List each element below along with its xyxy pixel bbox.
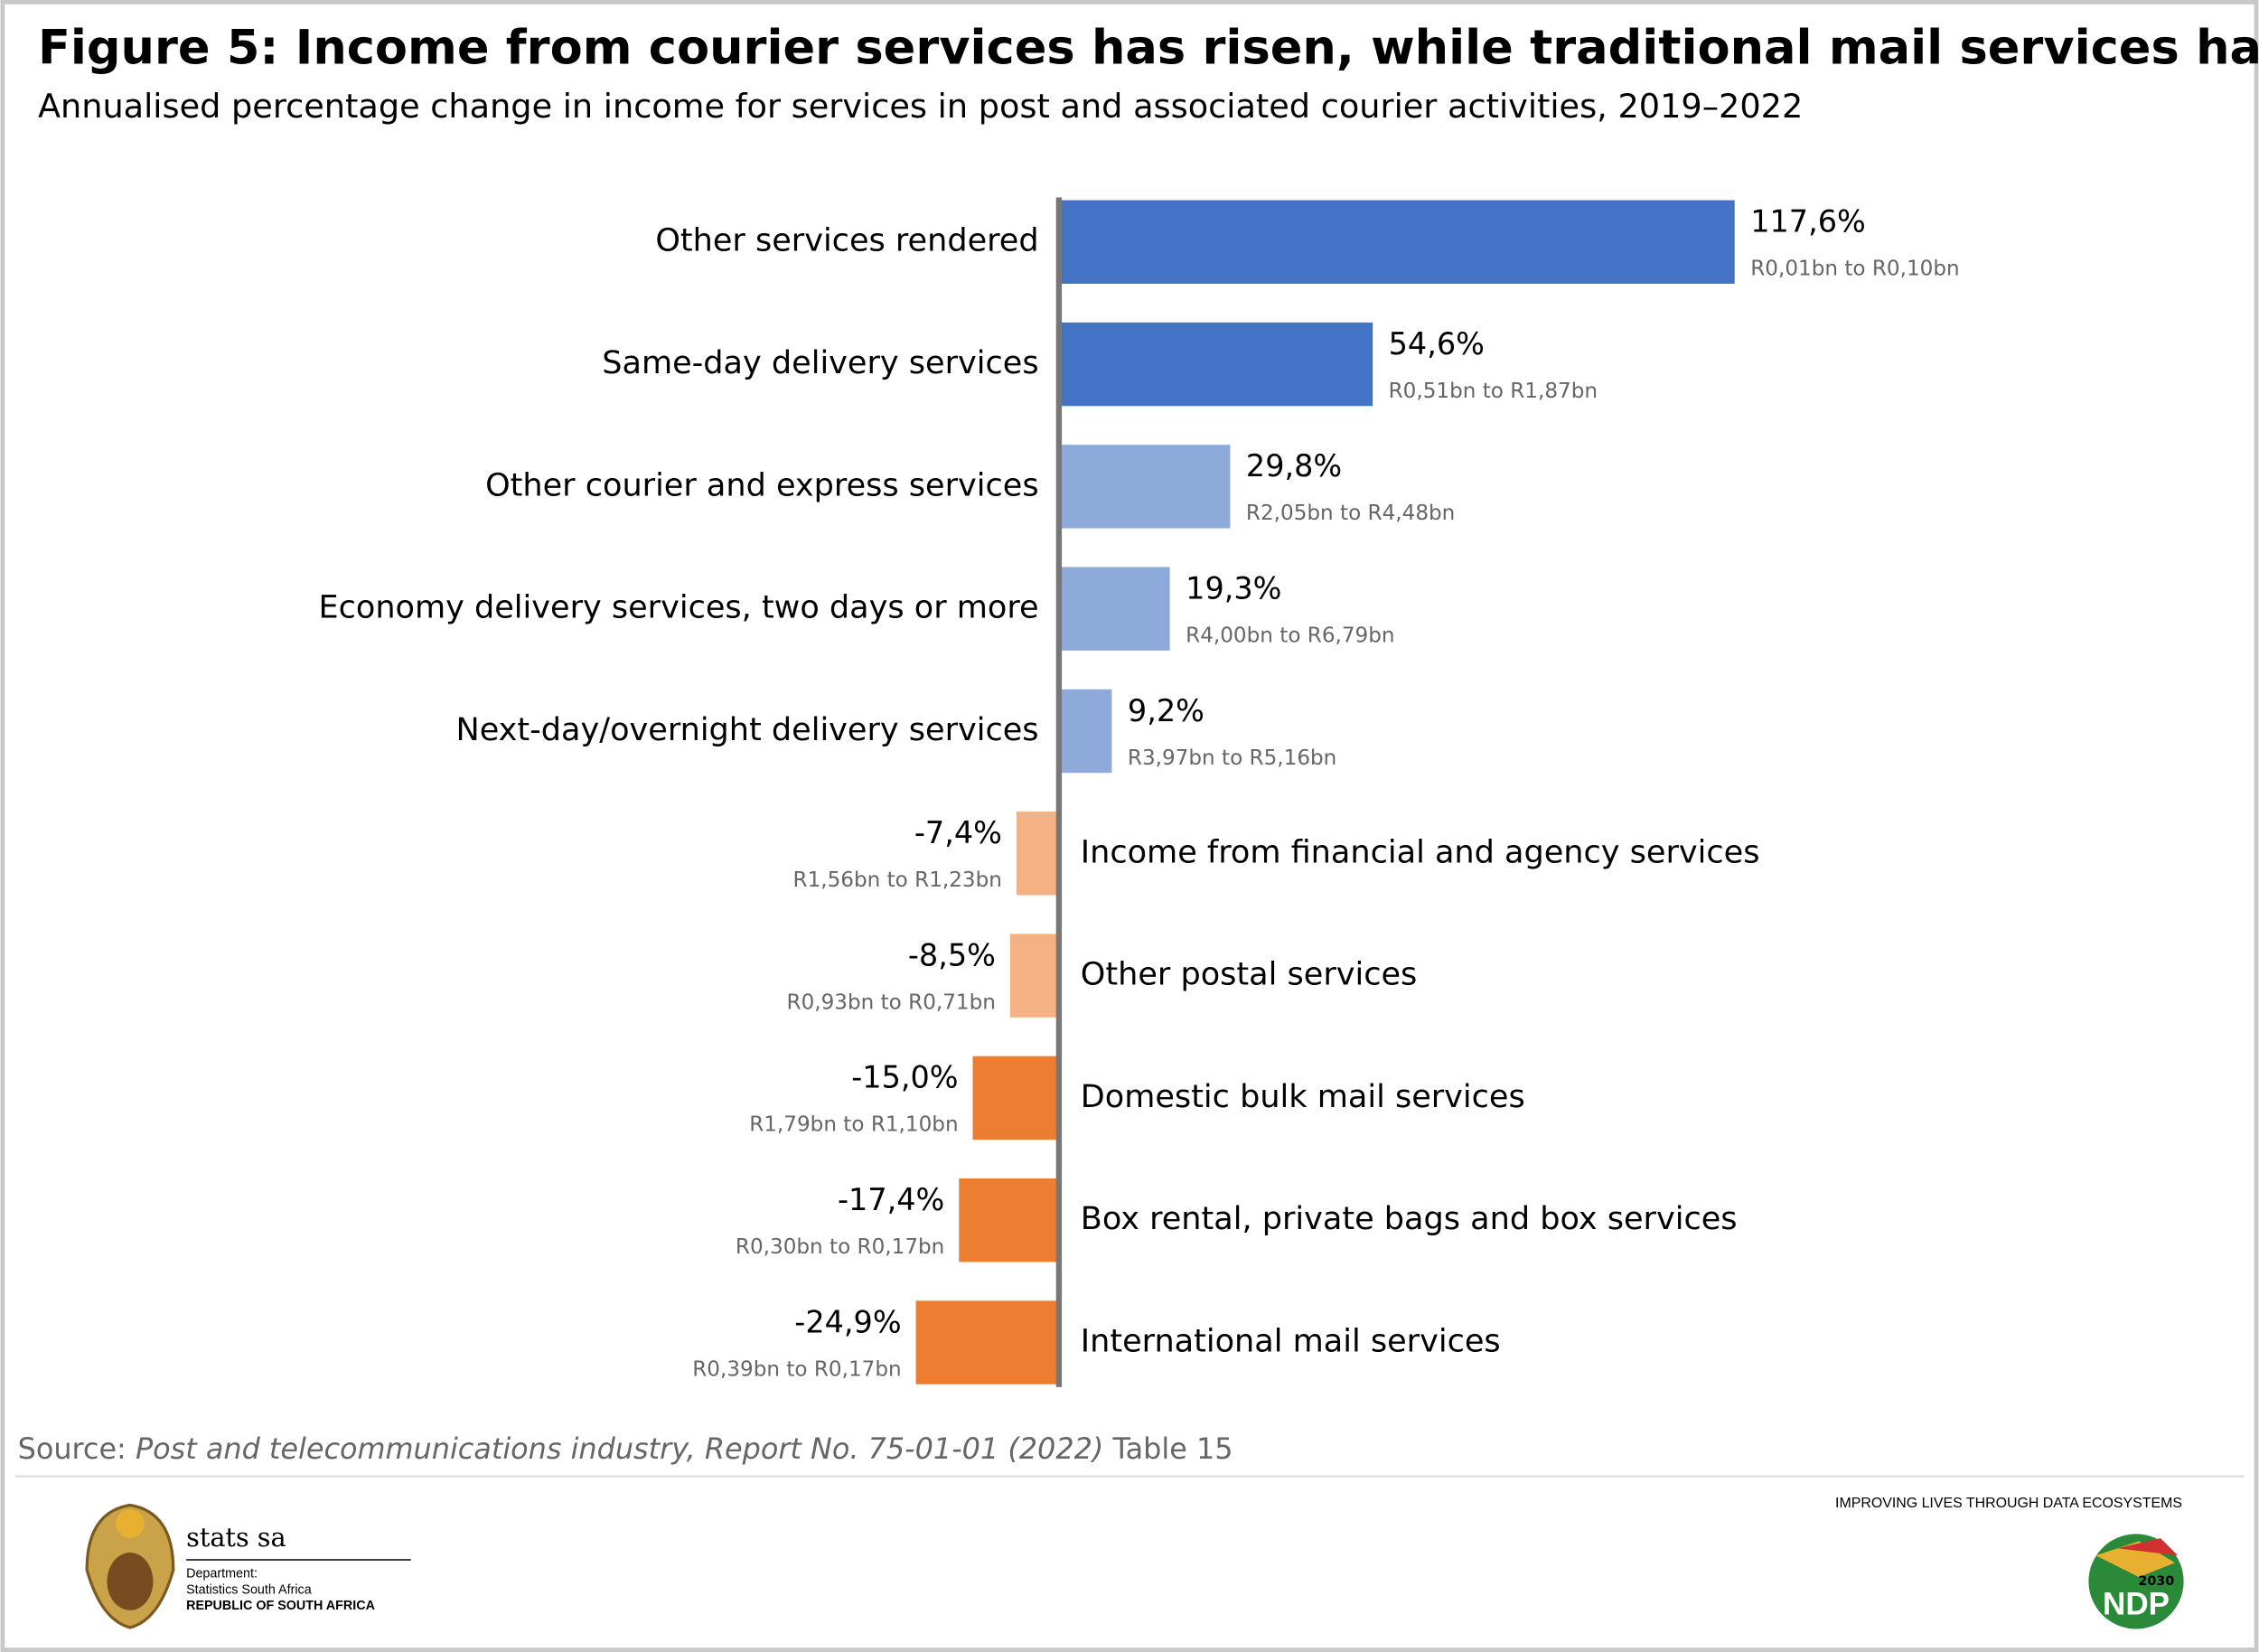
category-label: Next-day/overnight delivery services xyxy=(456,711,1039,748)
range-label: R4,00bn to R6,79bn xyxy=(1186,624,1394,647)
range-label: R0,39bn to R0,17bn xyxy=(692,1357,901,1381)
plot: Other services rendered 117,6% R0,01bn to … xyxy=(318,197,1960,1387)
bar xyxy=(1009,934,1059,1018)
ndp-name: NDP xyxy=(2103,1586,2170,1621)
org-unit: Statistics South Africa xyxy=(186,1582,312,1597)
source-prefix: Source: xyxy=(18,1431,127,1466)
bar xyxy=(1058,689,1112,774)
category-label: Same-day delivery services xyxy=(602,344,1038,381)
emblem-sun xyxy=(116,1509,145,1539)
range-label: R3,97bn to R5,16bn xyxy=(1128,746,1336,770)
range-label: R1,79bn to R1,10bn xyxy=(749,1113,958,1137)
value-label: -17,4% xyxy=(838,1182,944,1217)
emblem-shield xyxy=(107,1553,154,1610)
value-label: 29,8% xyxy=(1246,448,1342,483)
range-label: R1,56bn to R1,23bn xyxy=(793,868,1002,892)
bar xyxy=(1058,200,1735,284)
bar xyxy=(1058,322,1373,407)
range-label: R0,93bn to R0,71bn xyxy=(787,990,996,1014)
category-label: Other services rendered xyxy=(655,222,1038,259)
range-label: R0,30bn to R0,17bn xyxy=(736,1235,944,1259)
value-label: 117,6% xyxy=(1750,204,1866,239)
value-label: -8,5% xyxy=(908,937,996,972)
source-suffix: Table 15 xyxy=(1111,1431,1233,1466)
tagline: IMPROVING LIVES THROUGH DATA ECOSYSTEMS xyxy=(1835,1496,2182,1511)
value-label: 54,6% xyxy=(1389,326,1485,361)
value-label: -7,4% xyxy=(914,815,1002,850)
org-name: stats sa xyxy=(186,1522,286,1553)
bar xyxy=(972,1056,1059,1140)
source-title: Post and telecommunications industry, Re… xyxy=(136,1431,1103,1466)
bar xyxy=(959,1178,1059,1262)
category-label: Domestic bulk mail services xyxy=(1081,1078,1525,1115)
value-label: -24,9% xyxy=(794,1304,901,1339)
range-label: R0,01bn to R0,10bn xyxy=(1750,258,1959,281)
value-label: 9,2% xyxy=(1128,693,1204,728)
category-label: Economy delivery services, two days or m… xyxy=(318,589,1038,626)
chart-subtitle: Annualised percentage change in income f… xyxy=(38,87,1803,126)
bar xyxy=(915,1300,1059,1384)
ndp-flag-red xyxy=(2117,1538,2179,1556)
ndp-logo: 2030 NDP xyxy=(2088,1534,2184,1629)
org-country: REPUBLIC OF SOUTH AFRICA xyxy=(186,1599,375,1613)
category-label: Other postal services xyxy=(1081,956,1418,993)
range-label: R0,51bn to R1,87bn xyxy=(1389,380,1598,403)
chart-title: Figure 5: Income from courier services h… xyxy=(38,20,2259,75)
bar xyxy=(1016,812,1059,896)
category-label: Income from financial and agency service… xyxy=(1081,833,1760,870)
statssa-logo: stats sa Department: Statistics South Af… xyxy=(85,1503,411,1629)
bar xyxy=(1058,567,1170,651)
category-label: Box rental, private bags and box service… xyxy=(1081,1200,1738,1237)
category-label: Other courier and express services xyxy=(485,466,1039,503)
source: Source: Post and telecommunications indu… xyxy=(18,1431,1233,1466)
bar xyxy=(1058,445,1231,529)
ndp-flag xyxy=(2095,1541,2176,1578)
category-label: International mail services xyxy=(1081,1323,1501,1360)
range-label: R2,05bn to R4,48bn xyxy=(1246,502,1455,525)
value-label: 19,3% xyxy=(1186,570,1281,605)
value-label: -15,0% xyxy=(851,1060,958,1095)
ndp-year: 2030 xyxy=(2138,1574,2174,1589)
org-dept: Department: xyxy=(186,1567,258,1582)
